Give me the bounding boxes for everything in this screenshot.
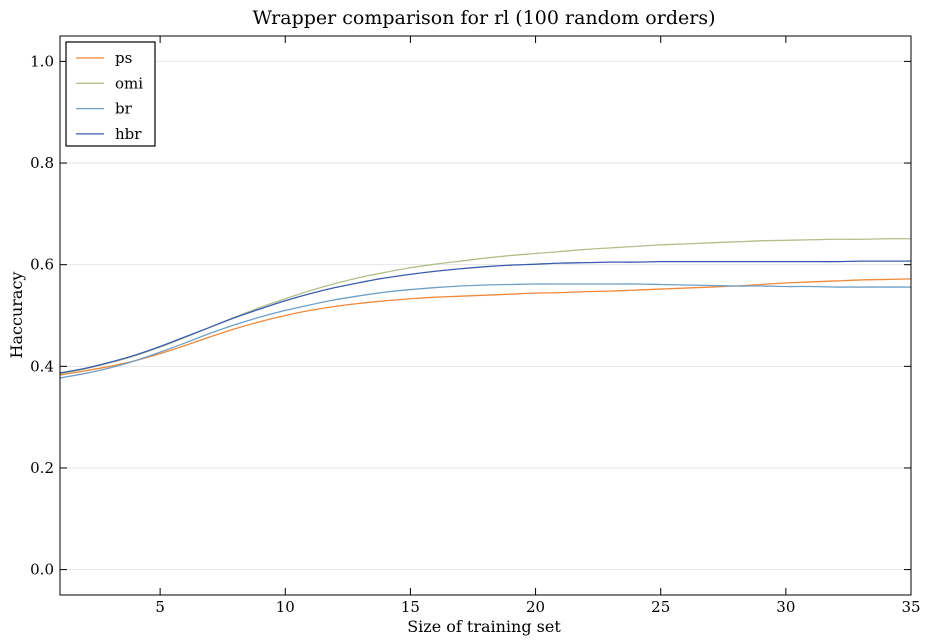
x-tick-label: 20	[526, 598, 545, 616]
x-tick-label: 25	[651, 598, 670, 616]
x-tick-label: 15	[401, 598, 420, 616]
legend-label-ps: ps	[115, 49, 132, 67]
x-tick-label: 30	[776, 598, 795, 616]
y-tick-label: 0.0	[30, 561, 54, 579]
series-line-omi	[59, 238, 912, 375]
x-tick-label: 35	[901, 598, 920, 616]
series-line-ps	[59, 278, 912, 376]
x-axis-label: Size of training set	[407, 617, 561, 636]
gridlines	[60, 60, 911, 571]
x-tick-label: 5	[155, 598, 165, 616]
legend-box	[65, 41, 156, 147]
legend-label-omi: omi	[115, 74, 143, 92]
y-tick-label: 0.2	[30, 459, 54, 477]
legend-label-br: br	[115, 100, 133, 118]
series-line-hbr	[59, 260, 911, 374]
y-tick-label: 1.0	[30, 52, 54, 70]
axis-ticks: 0.0 0.2 0.4 0.6 0.8 1.0 5 10 15 20 25 30 35	[30, 36, 921, 616]
y-tick-label: 0.6	[30, 256, 54, 274]
y-tick-label: 0.8	[30, 154, 54, 172]
series-lines	[59, 238, 912, 379]
legend: ps omi br hbr	[65, 41, 156, 147]
series-line-br	[59, 283, 911, 379]
x-tick-label: 10	[276, 598, 295, 616]
legend-label-hbr: hbr	[115, 125, 142, 143]
y-axis-label: Haccuracy	[7, 272, 26, 359]
y-tick-label: 0.4	[30, 357, 54, 375]
plot-area	[59, 35, 912, 596]
chart-title: Wrapper comparison for rl (100 random or…	[253, 7, 716, 29]
